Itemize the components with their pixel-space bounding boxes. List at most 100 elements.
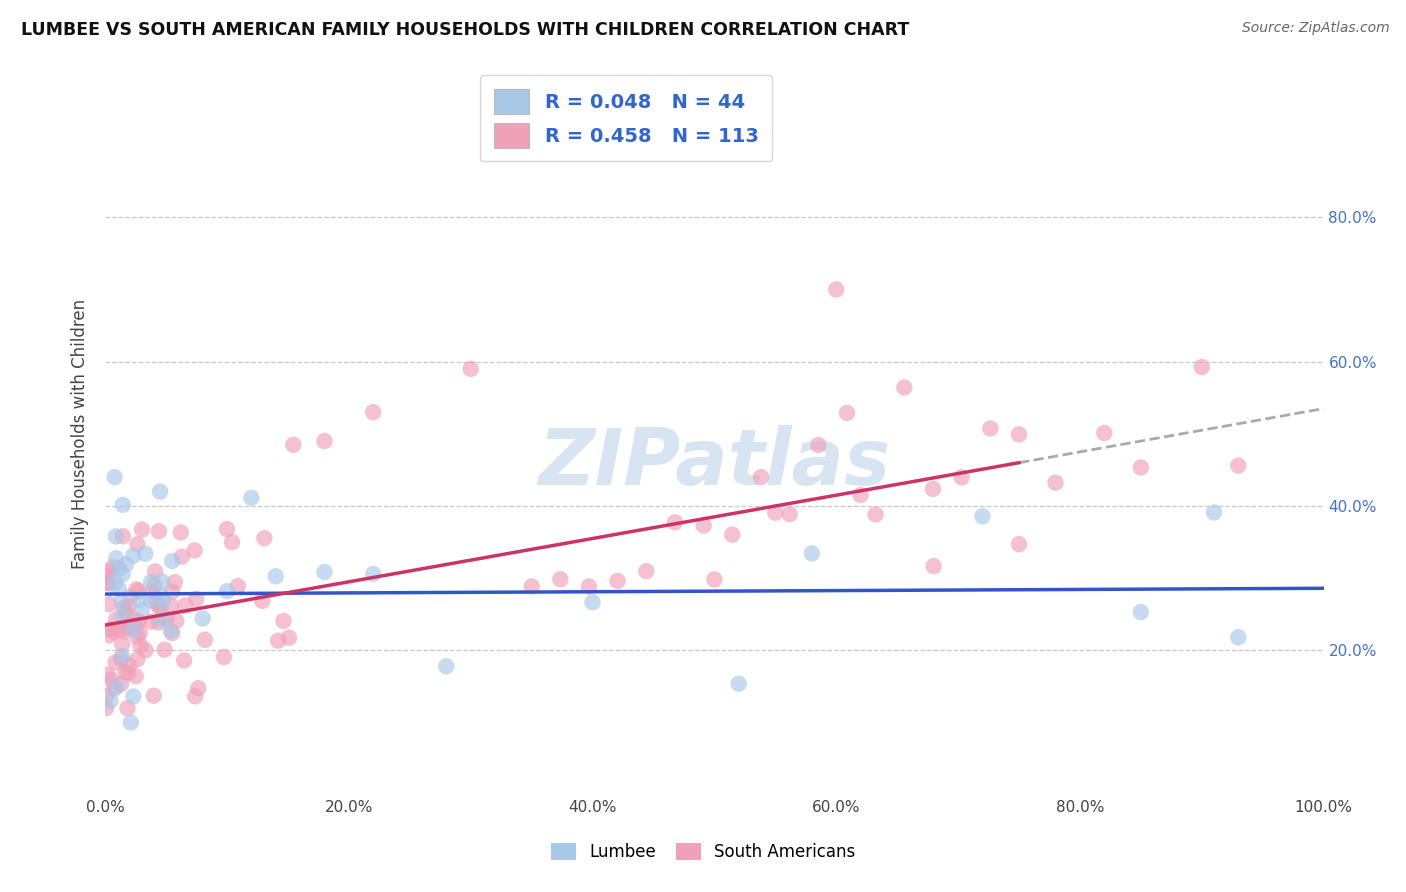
- Point: [134, 547, 156, 561]
- Point: [108, 561, 131, 575]
- Point: [1129, 605, 1152, 619]
- Point: [104, 575, 127, 590]
- Text: ZIPatlas: ZIPatlas: [538, 425, 890, 500]
- Point: [103, 681, 125, 696]
- Point: [111, 529, 134, 543]
- Point: [215, 522, 238, 536]
- Point: [122, 549, 145, 563]
- Point: [150, 612, 173, 626]
- Point: [160, 624, 183, 638]
- Point: [278, 631, 301, 645]
- Point: [267, 633, 290, 648]
- Point: [1227, 630, 1250, 644]
- Point: [252, 594, 274, 608]
- Y-axis label: Family Households with Children: Family Households with Children: [72, 299, 89, 569]
- Point: [1008, 537, 1031, 551]
- Point: [170, 549, 193, 564]
- Point: [186, 591, 208, 606]
- Point: [835, 406, 858, 420]
- Point: [160, 599, 183, 613]
- Point: [142, 689, 165, 703]
- Point: [1092, 425, 1115, 440]
- Point: [212, 650, 235, 665]
- Point: [865, 508, 887, 522]
- Point: [163, 575, 186, 590]
- Point: [111, 608, 134, 623]
- Point: [118, 619, 141, 633]
- Text: LUMBEE VS SOUTH AMERICAN FAMILY HOUSEHOLDS WITH CHILDREN CORRELATION CHART: LUMBEE VS SOUTH AMERICAN FAMILY HOUSEHOL…: [21, 21, 910, 38]
- Legend: Lumbee, South Americans: Lumbee, South Americans: [544, 836, 862, 868]
- Point: [103, 470, 125, 484]
- Point: [125, 620, 148, 634]
- Point: [105, 613, 128, 627]
- Point: [143, 565, 166, 579]
- Point: [581, 595, 603, 609]
- Point: [727, 676, 749, 690]
- Point: [127, 537, 149, 551]
- Point: [922, 559, 945, 574]
- Point: [122, 612, 145, 626]
- Point: [150, 589, 173, 603]
- Point: [191, 611, 214, 625]
- Point: [112, 601, 135, 615]
- Point: [221, 535, 243, 549]
- Point: [110, 677, 132, 691]
- Point: [96, 569, 118, 583]
- Point: [183, 543, 205, 558]
- Point: [98, 597, 121, 611]
- Point: [173, 653, 195, 667]
- Point: [692, 518, 714, 533]
- Point: [264, 569, 287, 583]
- Point: [240, 491, 263, 505]
- Point: [111, 567, 134, 582]
- Point: [160, 554, 183, 568]
- Point: [110, 595, 132, 609]
- Point: [721, 527, 744, 541]
- Point: [922, 482, 945, 496]
- Point: [578, 579, 600, 593]
- Point: [111, 649, 134, 664]
- Point: [314, 434, 336, 448]
- Point: [122, 622, 145, 636]
- Point: [117, 599, 139, 614]
- Point: [131, 603, 153, 617]
- Point: [550, 572, 572, 586]
- Point: [98, 628, 121, 642]
- Point: [103, 560, 125, 574]
- Point: [148, 524, 170, 539]
- Point: [150, 574, 173, 589]
- Point: [128, 625, 150, 640]
- Point: [134, 643, 156, 657]
- Point: [434, 659, 457, 673]
- Point: [253, 531, 276, 545]
- Point: [127, 652, 149, 666]
- Point: [1045, 475, 1067, 490]
- Point: [460, 362, 482, 376]
- Point: [807, 438, 830, 452]
- Point: [361, 567, 384, 582]
- Point: [141, 615, 163, 629]
- Point: [165, 614, 187, 628]
- Point: [128, 593, 150, 607]
- Point: [110, 652, 132, 666]
- Point: [104, 656, 127, 670]
- Point: [127, 584, 149, 599]
- Point: [972, 509, 994, 524]
- Point: [893, 380, 915, 394]
- Point: [152, 594, 174, 608]
- Point: [111, 498, 134, 512]
- Point: [143, 578, 166, 592]
- Point: [273, 614, 295, 628]
- Point: [120, 590, 142, 604]
- Point: [145, 595, 167, 609]
- Point: [117, 666, 139, 681]
- Point: [979, 421, 1001, 435]
- Point: [141, 584, 163, 599]
- Point: [153, 642, 176, 657]
- Point: [127, 630, 149, 644]
- Point: [100, 694, 122, 708]
- Point: [825, 283, 848, 297]
- Point: [1202, 505, 1225, 519]
- Point: [1227, 458, 1250, 473]
- Point: [361, 405, 384, 419]
